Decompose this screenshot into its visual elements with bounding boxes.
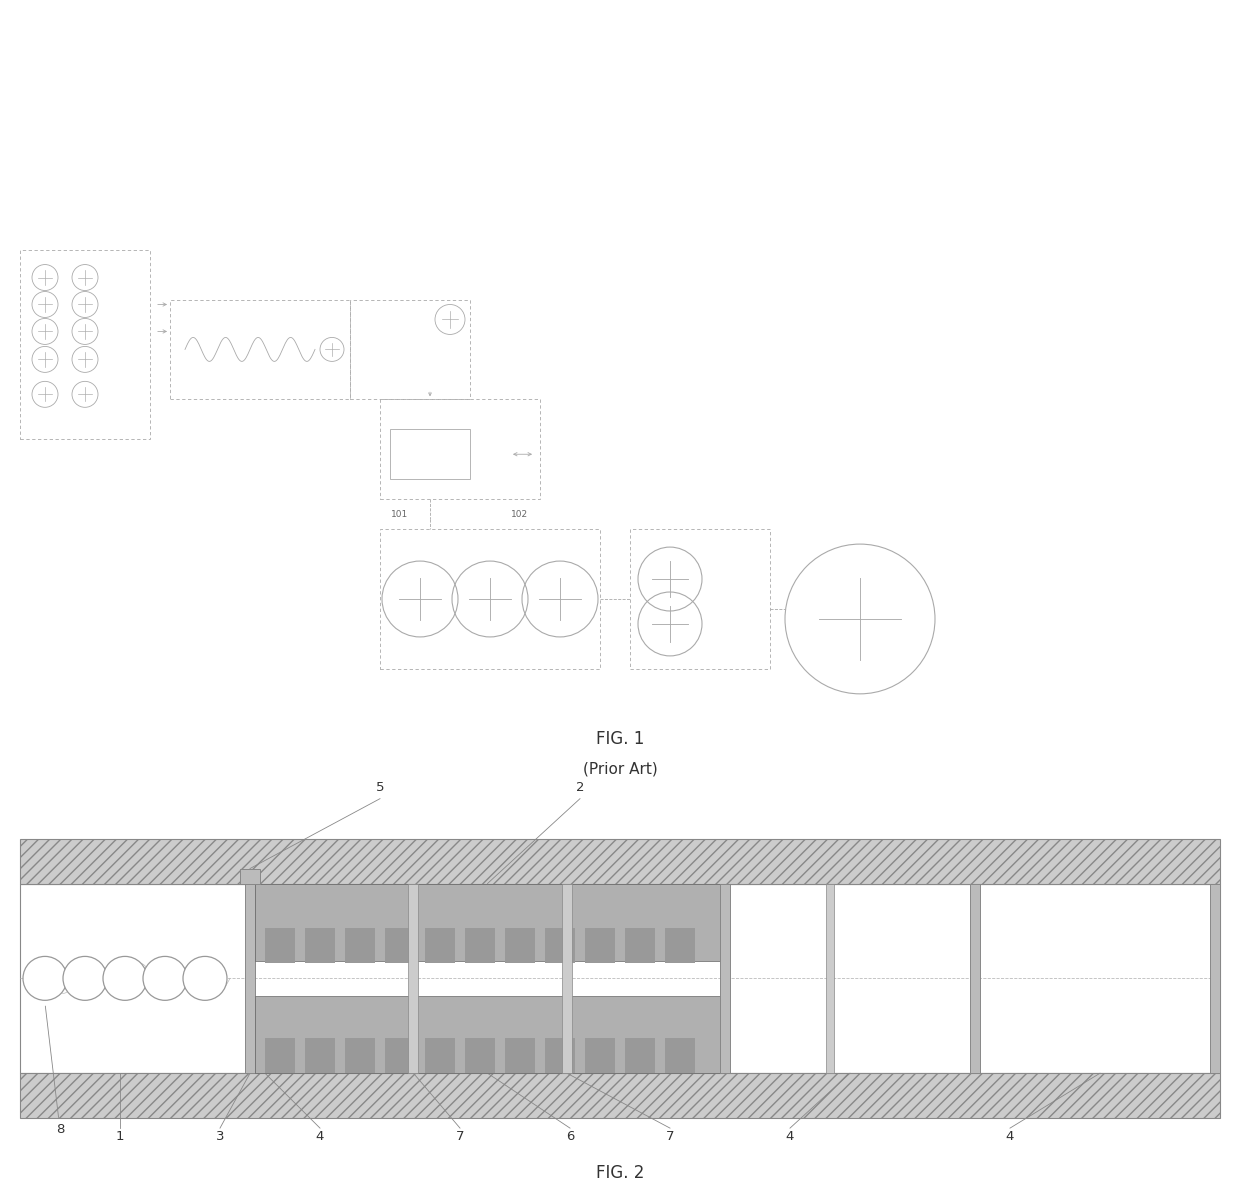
Bar — [562, 884, 572, 1073]
Circle shape — [143, 956, 187, 1000]
Text: 4: 4 — [786, 1130, 794, 1143]
Bar — [379, 399, 539, 500]
Bar — [246, 884, 255, 1073]
Bar — [625, 928, 655, 963]
Bar — [20, 884, 1220, 1073]
Bar — [391, 429, 470, 479]
Text: 101: 101 — [392, 509, 409, 519]
Bar — [20, 1073, 1220, 1118]
Text: 4: 4 — [1006, 1130, 1014, 1143]
Text: 3: 3 — [216, 1130, 224, 1143]
Text: 1: 1 — [115, 1130, 124, 1143]
Text: 5: 5 — [376, 781, 384, 794]
Bar — [465, 928, 495, 963]
Text: 4: 4 — [316, 1130, 324, 1143]
Bar — [505, 1039, 534, 1073]
Bar — [20, 249, 150, 440]
Text: 8: 8 — [46, 1006, 64, 1136]
Bar — [265, 928, 295, 963]
Bar — [465, 1039, 495, 1073]
Text: 6: 6 — [565, 1130, 574, 1143]
Circle shape — [103, 956, 148, 1000]
Bar — [425, 928, 455, 963]
Bar — [826, 884, 835, 1073]
Text: FIG. 1: FIG. 1 — [595, 730, 645, 748]
Bar — [379, 530, 600, 668]
Bar — [20, 839, 1220, 884]
Bar — [1210, 884, 1220, 1073]
Bar — [505, 928, 534, 963]
Bar — [255, 884, 720, 961]
Bar — [305, 1039, 335, 1073]
Bar — [630, 530, 770, 668]
Bar — [665, 1039, 694, 1073]
Text: 102: 102 — [511, 509, 528, 519]
Bar — [170, 300, 350, 399]
Bar — [585, 1039, 615, 1073]
Bar — [384, 1039, 415, 1073]
Bar — [241, 869, 260, 884]
Bar — [585, 928, 615, 963]
Bar — [546, 928, 575, 963]
Bar — [345, 1039, 374, 1073]
Bar — [345, 928, 374, 963]
Bar — [970, 884, 980, 1073]
Bar — [408, 884, 418, 1073]
Bar — [305, 928, 335, 963]
Text: (Prior Art): (Prior Art) — [583, 761, 657, 776]
Bar — [425, 1039, 455, 1073]
Circle shape — [184, 956, 227, 1000]
Bar — [265, 1039, 295, 1073]
Circle shape — [24, 956, 67, 1000]
Bar — [625, 1039, 655, 1073]
Bar — [255, 996, 720, 1073]
Text: 2: 2 — [575, 781, 584, 794]
Text: 7: 7 — [666, 1130, 675, 1143]
Bar — [546, 1039, 575, 1073]
Bar — [350, 300, 470, 399]
Bar — [665, 928, 694, 963]
Text: FIG. 2: FIG. 2 — [595, 1164, 645, 1182]
Text: 7: 7 — [456, 1130, 464, 1143]
Bar — [384, 928, 415, 963]
Bar — [720, 884, 730, 1073]
Circle shape — [63, 956, 107, 1000]
